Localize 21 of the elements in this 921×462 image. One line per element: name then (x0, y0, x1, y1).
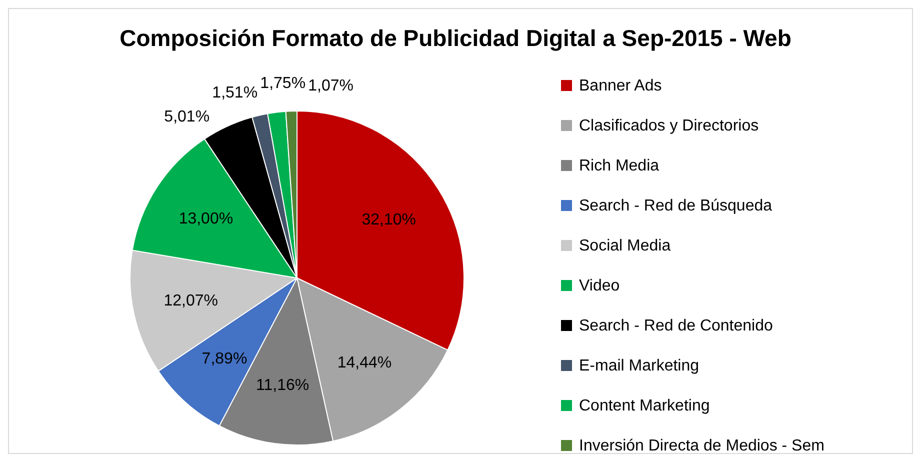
legend-label: Search - Red de Búsqueda (579, 198, 772, 214)
data-label: 7,89% (202, 350, 248, 368)
legend-label: E-mail Marketing (579, 358, 700, 374)
data-label: 1,51% (212, 84, 258, 102)
data-label: 13,00% (178, 210, 234, 228)
legend-label: Clasificados y Directorios (579, 118, 759, 134)
legend-label: Rich Media (579, 158, 660, 174)
legend-label: Social Media (579, 238, 671, 254)
legend-label: Inversión Directa de Medios - Sem (579, 438, 824, 454)
legend-label: Search - Red de Contenido (579, 318, 773, 334)
data-label: 32,10% (362, 212, 416, 229)
data-label: 5,01% (164, 108, 210, 126)
data-label: 1,75% (260, 75, 306, 92)
legend-label: Banner Ads (579, 78, 662, 94)
legend-label: Video (579, 278, 620, 294)
data-label: 1,07% (308, 77, 354, 94)
data-label: 11,16% (256, 377, 310, 394)
chart-title: Composición Formato de Publicidad Digital a Sep-2015 - Web (120, 25, 792, 51)
data-label: 14,44% (337, 354, 392, 372)
legend-label: Content Marketing (579, 398, 710, 414)
data-label: 12,07% (164, 292, 218, 310)
